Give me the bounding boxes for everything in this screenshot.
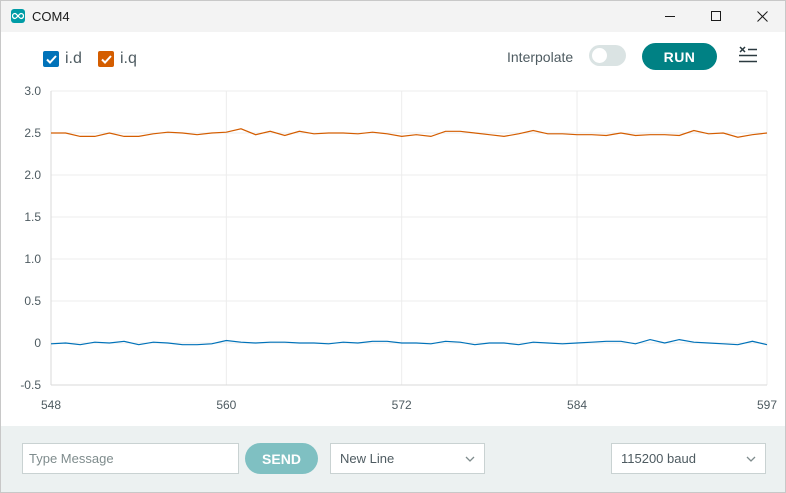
x-tick-label: 548 — [41, 398, 61, 412]
series-line-iq — [51, 128, 768, 138]
x-tick-label: 560 — [216, 398, 236, 412]
legend-item-id[interactable]: i.d — [43, 50, 82, 68]
clear-list-icon — [739, 46, 757, 63]
maximize-icon — [710, 11, 721, 21]
maximize-button[interactable] — [693, 1, 739, 32]
clear-button[interactable] — [738, 46, 758, 69]
checkmark-icon — [100, 54, 112, 64]
minimize-icon — [664, 16, 675, 17]
y-tick-label: 2.0 — [24, 168, 41, 182]
arduino-infinity-icon — [11, 9, 25, 23]
legend-item-iq[interactable]: i.q — [98, 50, 137, 68]
baud-rate-select[interactable]: 115200 baud — [611, 443, 766, 474]
line-ending-select[interactable]: New Line — [330, 443, 485, 474]
y-tick-label: 0.5 — [24, 294, 41, 308]
y-tick-label: 1.0 — [24, 252, 41, 266]
interpolate-toggle[interactable] — [589, 45, 626, 66]
chevron-down-icon — [746, 456, 756, 462]
close-icon — [756, 11, 768, 22]
send-button[interactable]: SEND — [245, 443, 318, 474]
y-tick-label: 0 — [34, 336, 41, 350]
message-input[interactable] — [22, 443, 239, 474]
toggle-knob — [592, 48, 607, 63]
close-button[interactable] — [739, 1, 785, 32]
minimize-button[interactable] — [647, 1, 693, 32]
y-tick-label: 3.0 — [24, 84, 41, 98]
x-tick-label: 597 — [757, 398, 777, 412]
run-button[interactable]: RUN — [642, 43, 717, 70]
window-title: COM4 — [32, 9, 70, 24]
legend-label-id: i.d — [65, 50, 82, 67]
message-bar: SEND New Line 115200 baud — [1, 426, 785, 492]
checkmark-icon — [45, 54, 57, 64]
line-ending-value: New Line — [340, 451, 395, 466]
x-tick-label: 572 — [392, 398, 412, 412]
legend-checkbox-iq[interactable] — [98, 51, 114, 67]
series-line-id — [50, 338, 768, 346]
plotter-toolbar: i.d i.q Interpolate RUN — [1, 32, 785, 82]
x-tick-label: 584 — [567, 398, 587, 412]
y-tick-label: 2.5 — [24, 126, 41, 140]
legend-label-iq: i.q — [120, 50, 137, 67]
y-tick-label: -0.5 — [20, 378, 41, 392]
interpolate-label: Interpolate — [507, 49, 574, 65]
legend-checkbox-id[interactable] — [43, 51, 59, 67]
baud-rate-value: 115200 baud — [621, 451, 696, 466]
chevron-down-icon — [465, 456, 475, 462]
title-bar: COM4 — [1, 1, 785, 32]
y-tick-label: 1.5 — [24, 210, 41, 224]
